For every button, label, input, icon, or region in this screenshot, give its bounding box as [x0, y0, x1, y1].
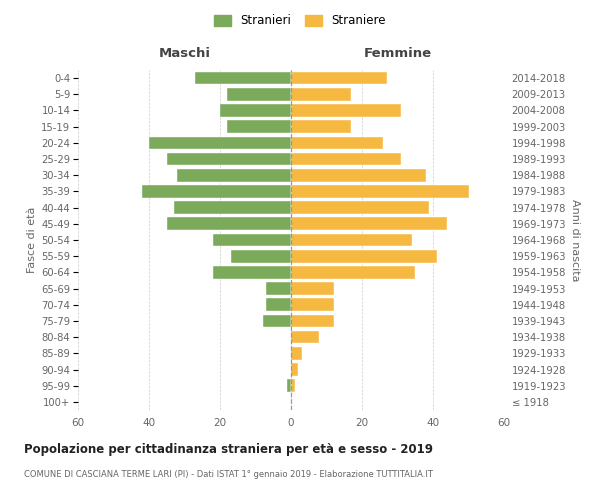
Bar: [291, 152, 401, 166]
Bar: [263, 314, 291, 328]
Bar: [291, 185, 469, 198]
Bar: [266, 298, 291, 311]
Legend: Stranieri, Straniere: Stranieri, Straniere: [211, 11, 389, 31]
Bar: [291, 331, 319, 344]
Bar: [178, 169, 291, 181]
Bar: [291, 218, 447, 230]
Bar: [291, 363, 298, 376]
Bar: [291, 72, 387, 85]
Bar: [291, 169, 426, 181]
Bar: [195, 72, 291, 85]
Bar: [291, 380, 295, 392]
Bar: [291, 250, 437, 262]
Bar: [167, 218, 291, 230]
Bar: [291, 298, 334, 311]
Bar: [291, 88, 352, 101]
Y-axis label: Anni di nascita: Anni di nascita: [571, 198, 580, 281]
Bar: [291, 104, 401, 117]
Bar: [291, 314, 334, 328]
Bar: [174, 202, 291, 214]
Bar: [213, 266, 291, 278]
Text: Femmine: Femmine: [364, 48, 431, 60]
Y-axis label: Fasce di età: Fasce di età: [27, 207, 37, 273]
Bar: [287, 380, 291, 392]
Bar: [291, 282, 334, 295]
Bar: [291, 202, 430, 214]
Bar: [230, 250, 291, 262]
Bar: [167, 152, 291, 166]
Bar: [149, 136, 291, 149]
Bar: [227, 120, 291, 133]
Bar: [220, 104, 291, 117]
Bar: [291, 120, 352, 133]
Text: Popolazione per cittadinanza straniera per età e sesso - 2019: Popolazione per cittadinanza straniera p…: [24, 442, 433, 456]
Text: Maschi: Maschi: [158, 48, 211, 60]
Bar: [291, 347, 302, 360]
Bar: [213, 234, 291, 246]
Bar: [291, 234, 412, 246]
Bar: [227, 88, 291, 101]
Bar: [291, 266, 415, 278]
Bar: [142, 185, 291, 198]
Bar: [266, 282, 291, 295]
Text: COMUNE DI CASCIANA TERME LARI (PI) - Dati ISTAT 1° gennaio 2019 - Elaborazione T: COMUNE DI CASCIANA TERME LARI (PI) - Dat…: [24, 470, 433, 479]
Bar: [291, 136, 383, 149]
